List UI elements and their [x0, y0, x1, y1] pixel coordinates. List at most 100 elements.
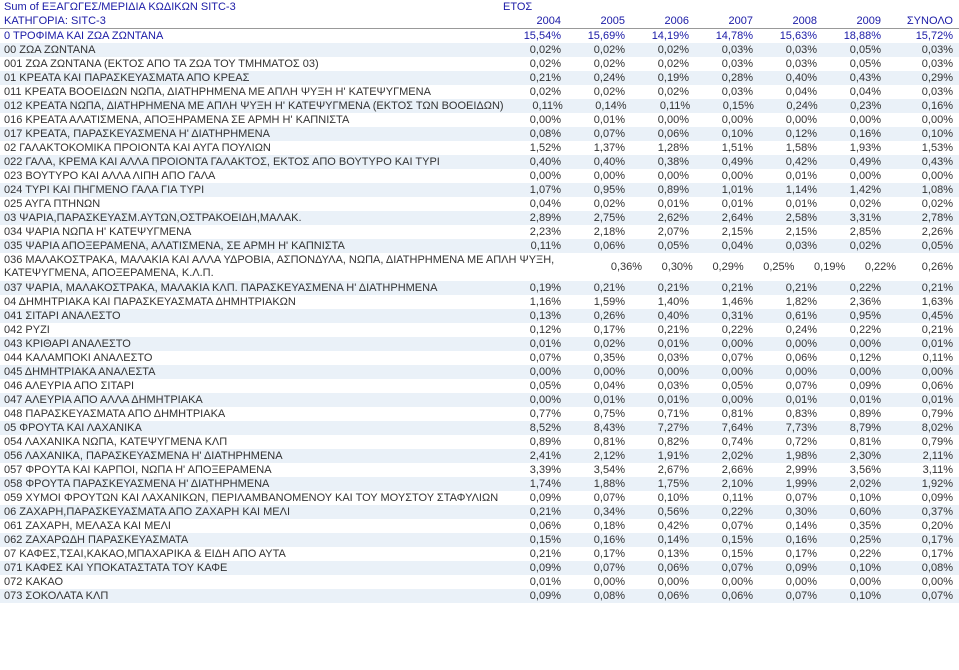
cell-value: 0,00% [823, 169, 887, 183]
cell-value: 0,05% [823, 57, 887, 71]
cell-value: 0,43% [823, 71, 887, 85]
row-label: 048 ΠΑΡΑΣΚΕΥΑΣΜΑΤΑ ΑΠΟ ΔΗΜΗΤΡΙΑΚΑ [0, 407, 503, 421]
col-total: ΣΥΝΟΛΟ [887, 14, 959, 28]
cell-value: 0,31% [695, 309, 759, 323]
row-label: 05 ΦΡΟΥΤΑ ΚΑΙ ΛΑΧΑΝΙΚΑ [0, 421, 503, 435]
cell-value: 0,00% [503, 169, 567, 183]
cell-value: 2,85% [823, 225, 887, 239]
cell-value: 0,00% [759, 113, 823, 127]
table-row: 042 ΡΥΖΙ0,12%0,17%0,21%0,22%0,24%0,22%0,… [0, 323, 959, 337]
cell-value: 0,11% [695, 491, 759, 505]
row-label: 01 ΚΡΕΑΤΑ ΚΑΙ ΠΑΡΑΣΚΕΥΑΣΜΑΤΑ ΑΠΟ ΚΡΕΑΣ [0, 71, 503, 85]
cell-value: 0,22% [823, 547, 887, 561]
cell-value: 0,24% [759, 323, 823, 337]
table-row: 073 ΣΟΚΟΛΑΤΑ ΚΛΠ0,09%0,08%0,06%0,06%0,07… [0, 589, 959, 603]
table-row: 017 ΚΡΕΑΤΑ, ΠΑΡΑΣΚΕΥΑΣΜΕΝΑ Η' ΔΙΑΤΗΡΗΜΕΝ… [0, 127, 959, 141]
cell-value: 0,01% [503, 575, 567, 589]
cell-value: 0,07% [759, 379, 823, 393]
cell-value: 2,10% [695, 477, 759, 491]
cell-value: 0,07% [695, 519, 759, 533]
row-label: 022 ΓΑΛΑ, ΚΡΕΜΑ ΚΑΙ ΑΛΛΑ ΠΡΟΙΟΝΤΑ ΓΑΛΑΚΤ… [0, 155, 503, 169]
row-label: 03 ΨΑΡΙΑ,ΠΑΡΑΣΚΕΥΑΣΜ.ΑΥΤΩΝ,ΟΣΤΡΑΚΟΕΙΔΗ,Μ… [0, 211, 503, 225]
table-row: 056 ΛΑΧΑΝΙΚΑ, ΠΑΡΑΣΚΕΥΑΣΜΕΝΑ Η' ΔΙΑΤΗΡΗΜ… [0, 449, 959, 463]
table-row: 041 ΣΙΤΑΡΙ ΑΝΑΛΕΣΤΟ0,13%0,26%0,40%0,31%0… [0, 309, 959, 323]
table-row: 07 ΚΑΦΕΣ,ΤΣΑΙ,ΚΑΚΑΟ,ΜΠΑΧΑΡΙΚΑ & ΕΙΔΗ ΑΠΟ… [0, 547, 959, 561]
cell-value: 0,13% [503, 309, 567, 323]
cell-value: 0,95% [823, 309, 887, 323]
cell-value: 0,25% [823, 533, 887, 547]
table-row: 016 ΚΡΕΑΤΑ ΑΛΑΤΙΣΜΕΝΑ, ΑΠΟΞΗΡΑΜΕΝΑ ΣΕ ΑΡ… [0, 113, 959, 127]
cell-value: 0,04% [503, 197, 567, 211]
cell-value: 1,28% [631, 141, 695, 155]
cell-value: 0,15% [695, 533, 759, 547]
row-label: 042 ΡΥΖΙ [0, 323, 503, 337]
cell-value: 0,09% [503, 491, 567, 505]
table-row: 04 ΔΗΜΗΤΡΙΑΚΑ ΚΑΙ ΠΑΡΑΣΚΕΥΑΣΜΑΤΑ ΔΗΜΗΤΡΙ… [0, 295, 959, 309]
cell-value: 0,06% [503, 519, 567, 533]
cell-value: 0,89% [823, 407, 887, 421]
cell-value: 0,17% [887, 533, 959, 547]
cell-value: 0,21% [887, 281, 959, 295]
cell-value: 1,42% [823, 183, 887, 197]
cell-value: 0,03% [631, 351, 695, 365]
col-2009: 2009 [823, 14, 887, 28]
cell-value: 0,00% [823, 575, 887, 589]
row-label: 043 ΚΡΙΘΑΡΙ ΑΝΑΛΕΣΤΟ [0, 337, 503, 351]
table-row: 011 ΚΡΕΑΤΑ ΒΟΟΕΙΔΩΝ ΝΩΠΑ, ΔΙΑΤΗΡΗΜΕΝΑ ΜΕ… [0, 85, 959, 99]
table-row: 045 ΔΗΜΗΤΡΙΑΚΑ ΑΝΑΛΕΣΤΑ0,00%0,00%0,00%0,… [0, 365, 959, 379]
cell-value: 0,21% [887, 323, 959, 337]
cell-value: 0,56% [631, 505, 695, 519]
cell-value: 0,00% [887, 365, 959, 379]
table-row: 057 ΦΡΟΥΤΑ ΚΑΙ ΚΑΡΠΟΙ, ΝΩΠΑ Η' ΑΠΟΞΕΡΑΜΕ… [0, 463, 959, 477]
cell-value: 0,05% [503, 379, 567, 393]
cell-value: 0,21% [503, 547, 567, 561]
cell-value: 2,18% [567, 225, 631, 239]
cell-value: 3,39% [503, 463, 567, 477]
cell-value: 0,03% [759, 239, 823, 253]
table-row: 059 ΧΥΜΟΙ ΦΡΟΥΤΩΝ ΚΑΙ ΛΑΧΑΝΙΚΩΝ, ΠΕΡΙΛΑΜ… [0, 491, 959, 505]
cell-value: 0,16% [887, 99, 959, 113]
cell-value: 0,14% [759, 519, 823, 533]
col-2005: 2005 [567, 14, 631, 28]
cell-value: 15,69% [567, 29, 631, 43]
cell-value: 2,62% [631, 211, 695, 225]
cell-value: 0,24% [567, 71, 631, 85]
row-label: 001 ΖΩΑ ΖΩΝΤΑΝΑ (ΕΚΤΟΣ ΑΠΟ ΤΑ ΖΩΑ ΤΟΥ ΤΜ… [0, 57, 503, 71]
cell-value: 0,00% [567, 169, 631, 183]
cell-value: 0,00% [823, 113, 887, 127]
cell-value: 1,37% [567, 141, 631, 155]
cell-value: 1,52% [503, 141, 567, 155]
cell-value: 0,09% [503, 561, 567, 575]
row-label: 0 ΤΡΟΦΙΜΑ ΚΑΙ ΖΩΑ ΖΩΝΤΑΝΑ [0, 29, 503, 43]
cell-value: 0,01% [887, 393, 959, 407]
cell-value: 2,36% [823, 295, 887, 309]
cell-value: 0,22% [695, 323, 759, 337]
year-label: ΕΤΟΣ [503, 0, 567, 14]
cell-value: 0,01% [567, 393, 631, 407]
cell-value: 8,79% [823, 421, 887, 435]
cell-value: 1,08% [887, 183, 959, 197]
cell-value: 2,58% [759, 211, 823, 225]
cell-value: 0,00% [695, 393, 759, 407]
cell-value: 8,43% [567, 421, 631, 435]
row-label: 044 ΚΑΛΑΜΠΟΚΙ ΑΝΑΛΕΣΤΟ [0, 351, 503, 365]
row-label: 045 ΔΗΜΗΤΡΙΑΚΑ ΑΝΑΛΕΣΤΑ [0, 365, 503, 379]
cell-value: 0,00% [503, 113, 567, 127]
cell-value: 0,81% [823, 435, 887, 449]
cell-value: 15,63% [759, 29, 823, 43]
table-row: 058 ΦΡΟΥΤΑ ΠΑΡΑΣΚΕΥΑΣΜΕΝΑ Η' ΔΙΑΤΗΡΗΜΕΝΑ… [0, 477, 959, 491]
cell-value: 1,07% [503, 183, 567, 197]
cell-value: 0,16% [823, 127, 887, 141]
sum-header-row: Sum of ΕΞΑΓΩΓΕΣ/ΜΕΡΙΔΙΑ ΚΩΔΙΚΩΝ SITC-3 Ε… [0, 0, 959, 14]
cell-value: 2,89% [503, 211, 567, 225]
cell-value: 0,01% [887, 337, 959, 351]
cell-value: 0,00% [567, 365, 631, 379]
row-label: 047 ΑΛΕΥΡΙΑ ΑΠΟ ΑΛΛΑ ΔΗΜΗΤΡΙΑΚΑ [0, 393, 503, 407]
table-row: 054 ΛΑΧΑΝΙΚΑ ΝΩΠΑ, ΚΑΤΕΨΥΓΜΕΝΑ ΚΛΠ0,89%0… [0, 435, 959, 449]
data-table: Sum of ΕΞΑΓΩΓΕΣ/ΜΕΡΙΔΙΑ ΚΩΔΙΚΩΝ SITC-3 Ε… [0, 0, 959, 603]
cell-value: 0,07% [695, 351, 759, 365]
cell-value: 0,01% [759, 197, 823, 211]
cell-value: 0,07% [695, 561, 759, 575]
cell-value: 2,26% [887, 225, 959, 239]
cell-value: 0,42% [759, 155, 823, 169]
